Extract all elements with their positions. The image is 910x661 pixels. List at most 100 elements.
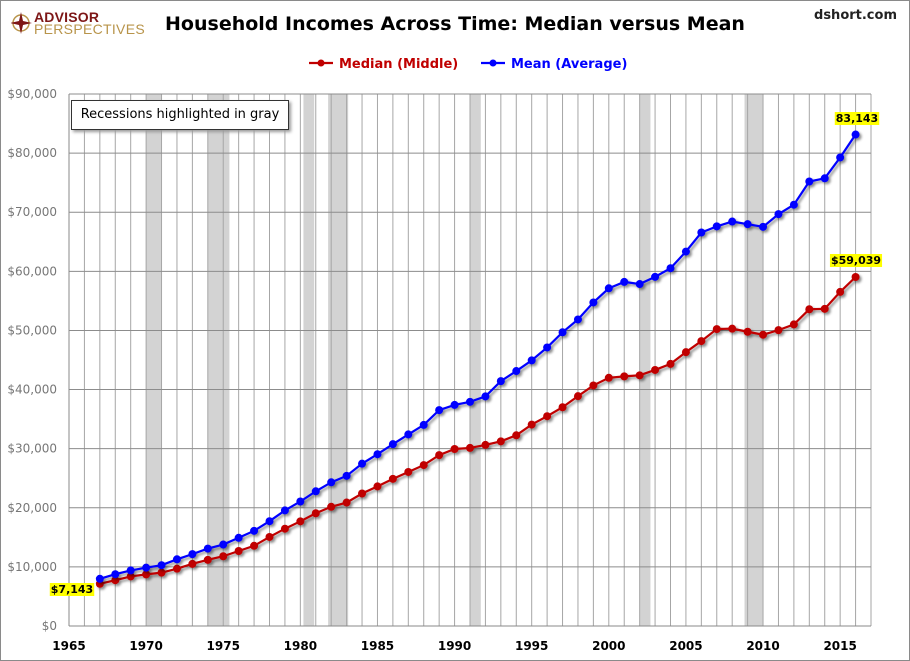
data-point	[450, 445, 459, 454]
data-point	[358, 489, 367, 498]
data-point	[651, 272, 660, 281]
y-tick-label: $30,000	[7, 442, 57, 456]
data-point	[759, 330, 768, 339]
data-point	[681, 348, 690, 357]
data-point	[219, 540, 228, 549]
x-tick-label: 1965	[52, 639, 85, 653]
data-point	[296, 497, 305, 506]
data-point	[450, 400, 459, 409]
data-point	[774, 210, 783, 219]
data-point	[388, 440, 397, 449]
recession-band	[470, 94, 481, 626]
legend-marker	[489, 59, 497, 67]
data-point	[512, 367, 521, 376]
y-tick-label: $0	[42, 619, 57, 633]
data-point	[496, 377, 505, 386]
x-tick-label: 1970	[129, 639, 162, 653]
legend-label: Median (Middle)	[339, 57, 458, 72]
data-point	[558, 403, 567, 412]
data-label-highlight	[829, 254, 883, 267]
x-tick-label: 1990	[438, 639, 471, 653]
x-tick-label: 1985	[361, 639, 394, 653]
data-point	[743, 327, 752, 336]
data-point	[496, 437, 505, 446]
data-point	[604, 373, 613, 382]
data-point	[404, 467, 413, 476]
data-point	[404, 430, 413, 439]
data-point	[635, 371, 644, 380]
data-point	[635, 280, 644, 289]
data-point	[712, 325, 721, 334]
recession-band	[303, 94, 315, 626]
data-point	[759, 222, 768, 231]
data-point	[558, 328, 567, 337]
data-point	[620, 372, 629, 381]
data-point	[203, 555, 212, 564]
data-point	[126, 572, 135, 581]
data-point	[280, 506, 289, 515]
x-tick-label: 2005	[669, 639, 702, 653]
data-point	[697, 228, 706, 237]
data-point	[543, 412, 552, 421]
data-point	[728, 324, 737, 333]
data-point	[728, 217, 737, 226]
x-tick-label: 1995	[515, 639, 548, 653]
data-point	[373, 482, 382, 491]
site-name: dshort.com	[814, 8, 897, 23]
data-point	[188, 550, 197, 559]
data-point	[342, 471, 351, 480]
data-point	[219, 552, 228, 561]
data-point	[666, 264, 675, 273]
data-point	[651, 365, 660, 374]
data-point	[774, 326, 783, 335]
data-point	[188, 559, 197, 568]
recession-band	[207, 94, 230, 626]
data-point	[836, 287, 845, 296]
series-median	[95, 273, 860, 588]
data-point	[789, 200, 798, 209]
data-point	[388, 474, 397, 483]
data-point	[311, 487, 320, 496]
data-label: $59,039	[831, 254, 881, 267]
data-point	[111, 576, 120, 585]
data-point	[851, 130, 860, 139]
data-point	[265, 517, 274, 526]
data-point	[311, 509, 320, 518]
data-point	[172, 564, 181, 573]
recession-band	[328, 94, 349, 626]
data-point	[805, 177, 814, 186]
data-point	[743, 220, 752, 229]
data-point	[157, 561, 166, 570]
data-point	[573, 315, 582, 324]
recession-band	[146, 94, 162, 626]
y-tick-label: $50,000	[7, 323, 57, 337]
data-point	[142, 570, 151, 579]
series-mean	[95, 130, 860, 583]
chart-title: Household Incomes Across Time: Median ve…	[165, 13, 745, 35]
data-point	[589, 381, 598, 390]
logo-text-advisor: ADVISOR	[34, 9, 100, 25]
data-point	[203, 544, 212, 553]
data-point	[666, 359, 675, 368]
x-tick-label: 2000	[592, 639, 625, 653]
legend-marker	[317, 59, 325, 67]
y-tick-label: $10,000	[7, 560, 57, 574]
x-tick-label: 1975	[207, 639, 240, 653]
y-tick-label: $70,000	[7, 205, 57, 219]
data-point	[805, 305, 814, 314]
y-tick-label: $40,000	[7, 383, 57, 397]
data-point	[620, 277, 629, 286]
data-point	[342, 498, 351, 507]
data-point	[851, 273, 860, 282]
legend-label: Mean (Average)	[511, 57, 627, 72]
data-label: 83,143	[836, 112, 878, 125]
data-point	[604, 284, 613, 293]
y-tick-label: $90,000	[7, 87, 57, 101]
data-point	[466, 443, 474, 452]
x-tick-label: 2015	[823, 639, 856, 653]
data-point	[789, 320, 798, 329]
data-label: $7,143	[51, 583, 93, 596]
data-point	[543, 343, 552, 352]
recession-note: Recessions highlighted in gray	[71, 100, 289, 130]
